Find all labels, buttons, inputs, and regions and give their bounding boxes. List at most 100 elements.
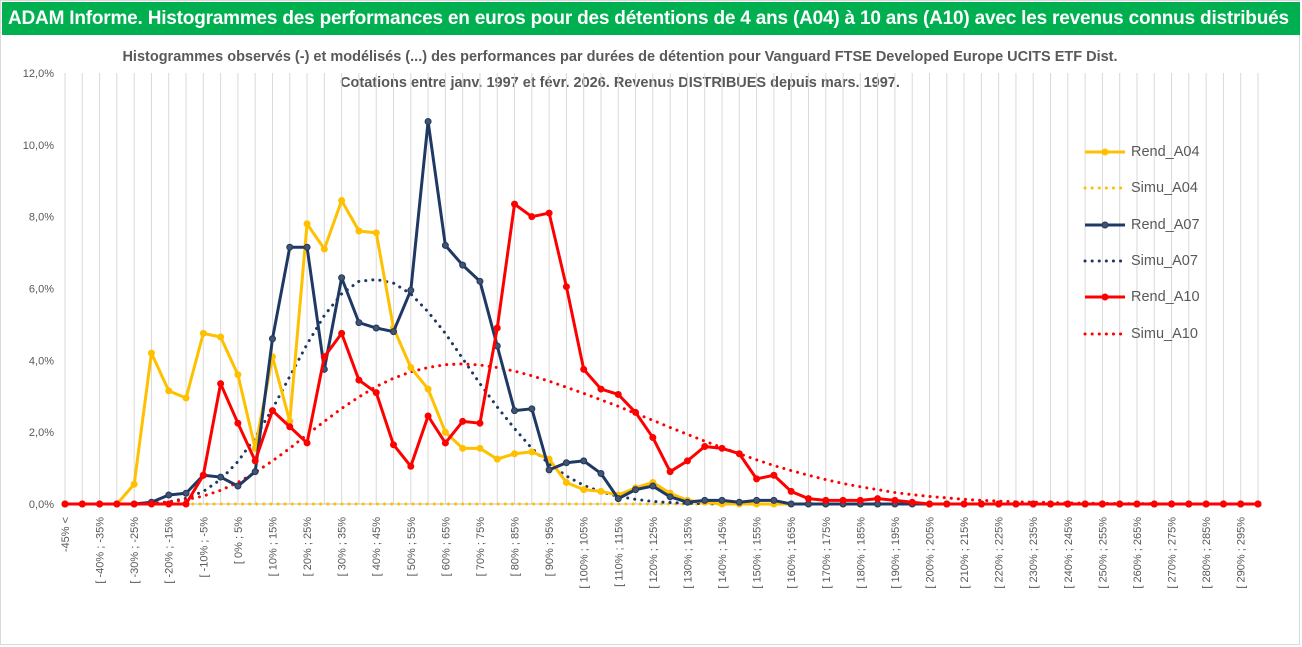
data-point xyxy=(925,500,933,508)
x-tick-label: [ 290% ; 295% xyxy=(1236,517,1248,589)
data-point xyxy=(234,371,242,379)
data-point xyxy=(511,407,519,415)
data-point xyxy=(165,491,173,499)
x-tick-label: [ 140% ; 145% xyxy=(717,517,729,589)
data-point xyxy=(372,229,380,237)
data-point xyxy=(632,408,640,416)
y-tick-label: 0,0% xyxy=(29,499,54,511)
data-point xyxy=(701,496,709,504)
x-tick-label: [ 30% ; 35% xyxy=(337,517,349,577)
data-point xyxy=(372,389,380,397)
data-point xyxy=(476,277,484,285)
data-point xyxy=(355,319,363,327)
data-point xyxy=(580,486,588,494)
data-point xyxy=(234,419,242,427)
data-point xyxy=(1098,500,1106,508)
legend-item: Simu_A10 xyxy=(1083,315,1233,351)
legend-swatch-marker xyxy=(1101,293,1109,301)
data-point xyxy=(1237,500,1245,508)
data-point xyxy=(701,443,709,451)
data-point xyxy=(666,468,674,476)
x-tick-label: [ 250% ; 255% xyxy=(1097,517,1109,589)
data-point xyxy=(632,486,640,494)
x-tick-label: [ 80% ; 85% xyxy=(510,517,522,577)
data-point xyxy=(286,243,294,251)
data-point xyxy=(528,213,536,221)
data-point xyxy=(753,475,761,483)
legend-label: Simu_A04 xyxy=(1131,180,1198,197)
x-tick-label: [ 180% ; 185% xyxy=(855,517,867,589)
x-tick-label: [ 260% ; 265% xyxy=(1132,517,1144,589)
data-point xyxy=(753,496,761,504)
data-point xyxy=(511,200,519,208)
data-point xyxy=(493,455,501,463)
data-point xyxy=(735,498,743,506)
data-point xyxy=(511,450,519,458)
data-point xyxy=(147,500,155,508)
data-point xyxy=(424,117,432,125)
x-tick-label: [ 10% ; 15% xyxy=(267,517,279,577)
data-point xyxy=(182,394,190,402)
data-point xyxy=(960,500,968,508)
x-tick-label: [ -10% ; -5% xyxy=(198,517,210,578)
legend-swatch-marker xyxy=(1101,221,1109,229)
legend-item: Rend_A07 xyxy=(1083,207,1233,243)
x-tick-label: [ 100% ; 105% xyxy=(579,517,591,589)
data-point xyxy=(251,468,259,476)
data-point xyxy=(441,428,449,436)
x-tick-label: [ 90% ; 95% xyxy=(544,517,556,577)
data-point xyxy=(614,390,622,398)
data-point xyxy=(1219,500,1227,508)
legend-item: Rend_A10 xyxy=(1083,279,1233,315)
data-point xyxy=(718,444,726,452)
data-point xyxy=(182,500,190,508)
legend-swatch xyxy=(1085,293,1125,301)
data-point xyxy=(649,482,657,490)
x-tick-label: [ 60% ; 65% xyxy=(440,517,452,577)
legend-swatch xyxy=(1085,148,1125,156)
data-point xyxy=(372,324,380,332)
series-line xyxy=(65,202,1258,506)
data-point xyxy=(1133,500,1141,508)
data-point xyxy=(822,496,830,504)
x-tick-label: [ -20% ; -15% xyxy=(164,517,176,584)
data-point xyxy=(1254,500,1262,508)
data-point xyxy=(1168,500,1176,508)
legend-label: Rend_A10 xyxy=(1131,289,1200,306)
data-point xyxy=(113,500,121,508)
data-point xyxy=(61,500,69,508)
data-point xyxy=(268,407,276,415)
legend-item: Simu_A07 xyxy=(1083,243,1233,279)
data-point xyxy=(493,324,501,332)
legend-swatch xyxy=(1085,221,1125,229)
data-point xyxy=(1202,500,1210,508)
data-point xyxy=(528,405,536,413)
data-point xyxy=(666,493,674,501)
data-point xyxy=(407,286,415,294)
data-point xyxy=(424,385,432,393)
legend-item: Rend_A04 xyxy=(1083,134,1233,170)
data-point xyxy=(165,500,173,508)
x-tick-label: [ 220% ; 225% xyxy=(994,517,1006,589)
x-tick-label: [ 150% ; 155% xyxy=(752,517,764,589)
report-banner: ADAM Informe. Histogrammes des performan… xyxy=(2,2,1300,35)
x-tick-label: [ 270% ; 275% xyxy=(1167,517,1179,589)
data-point xyxy=(407,364,415,372)
x-axis: -45% < [ -40% ; -35% [ -30% ; -25% [ -20% ;… xyxy=(60,517,1248,589)
x-tick-label: [ 240% ; 245% xyxy=(1063,517,1075,589)
x-tick-label: [ 190% ; 195% xyxy=(890,517,902,589)
series-rend-a04 xyxy=(61,197,1262,508)
y-tick-label: 12,0% xyxy=(23,68,54,80)
data-point xyxy=(217,333,225,341)
data-point xyxy=(770,496,778,504)
series-line xyxy=(63,278,1260,506)
legend-label: Rend_A04 xyxy=(1131,144,1200,161)
x-tick-label: [ -30% ; -25% xyxy=(129,517,141,584)
data-point xyxy=(251,457,259,465)
data-point xyxy=(1116,500,1124,508)
data-point xyxy=(1047,500,1055,508)
data-point xyxy=(787,500,795,508)
x-tick-label: [ 160% ; 165% xyxy=(786,517,798,589)
x-tick-label: [ 40% ; 45% xyxy=(371,517,383,577)
data-point xyxy=(580,365,588,373)
